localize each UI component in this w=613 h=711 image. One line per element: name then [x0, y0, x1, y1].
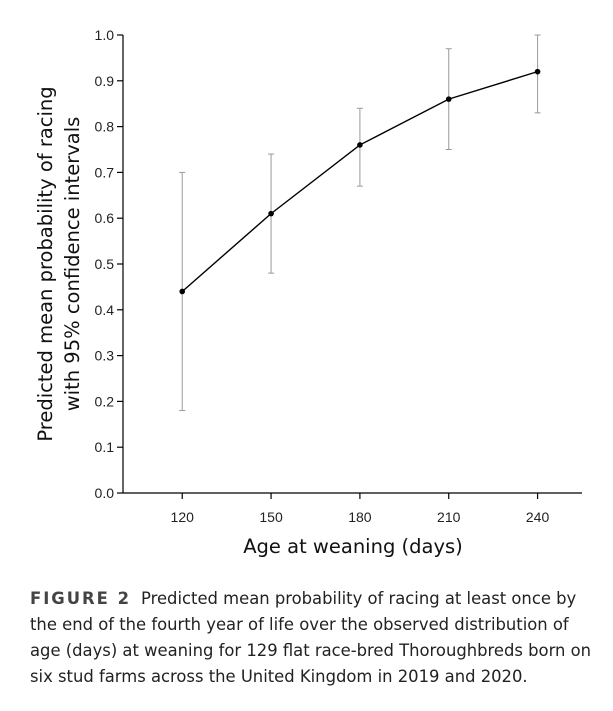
data-point [534, 68, 541, 75]
y-tick-label: 0.9 [95, 73, 115, 89]
x-axis-title: Age at weaning (days) [243, 535, 463, 558]
y-tick-label: 0.1 [95, 439, 115, 455]
data-point [179, 288, 186, 295]
data-point [268, 210, 274, 217]
y-axis: 0.0 0.1 0.2 0.3 0.4 0.5 0.6 0.7 0.8 0.9 1.0 [95, 27, 124, 501]
y-axis-title-line2: with 95% confidence intervals [61, 117, 84, 412]
x-tick-label: 120 [171, 509, 195, 525]
y-tick-label: 0.3 [95, 348, 115, 364]
x-tick-label: 240 [526, 509, 550, 525]
y-axis-title-line1: Predicted mean probability of racing [34, 86, 57, 441]
x-tick-label: 180 [348, 509, 372, 525]
x-axis: 120 150 180 210 240 [123, 492, 582, 525]
y-tick-label: 0.2 [95, 393, 115, 409]
y-tick-label: 0.6 [95, 210, 115, 226]
chart: 0.0 0.1 0.2 0.3 0.4 0.5 0.6 0.7 0.8 0.9 1.0 120 150… [34, 27, 582, 558]
data-point [357, 142, 363, 148]
caption-text: Predicted mean probability of racing at … [30, 589, 592, 686]
data-point [445, 96, 452, 102]
y-tick-label: 1.0 [95, 27, 115, 43]
y-tick-label: 0.5 [95, 256, 115, 272]
x-tick-label: 210 [437, 509, 461, 525]
figure-caption: FIGURE 2 Predicted mean probability of ra… [30, 586, 595, 690]
y-tick-label: 0.0 [95, 485, 115, 501]
x-tick-label: 150 [259, 509, 283, 525]
y-tick-label: 0.4 [95, 302, 115, 318]
error-bars [179, 34, 541, 412]
figure-label: FIGURE 2 [30, 589, 131, 608]
data-points [179, 68, 541, 295]
y-tick-label: 0.7 [95, 164, 115, 180]
y-tick-label: 0.8 [95, 119, 115, 135]
